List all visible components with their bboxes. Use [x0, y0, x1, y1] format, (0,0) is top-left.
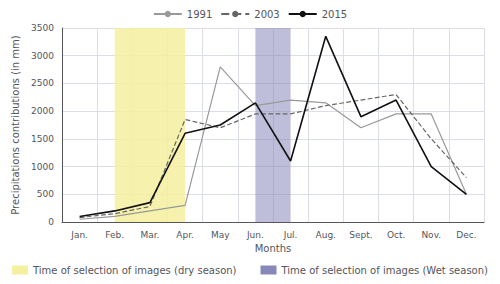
svg-text:500: 500	[37, 189, 54, 199]
svg-text:1991: 1991	[187, 9, 212, 20]
svg-text:2000: 2000	[31, 106, 54, 116]
svg-text:Jan.: Jan.	[70, 230, 88, 240]
svg-text:3500: 3500	[31, 23, 54, 33]
svg-text:0: 0	[48, 217, 54, 227]
svg-text:Mar.: Mar.	[140, 230, 159, 240]
svg-text:Dec.: Dec.	[456, 230, 476, 240]
svg-text:1500: 1500	[31, 134, 54, 144]
svg-text:3000: 3000	[31, 51, 54, 61]
svg-text:Apr.: Apr.	[176, 230, 194, 240]
svg-text:1000: 1000	[31, 162, 54, 172]
svg-text:Nov.: Nov.	[421, 230, 441, 240]
svg-text:Time of selection of images (d: Time of selection of images (dry season)	[32, 265, 237, 276]
svg-text:2015: 2015	[322, 9, 347, 20]
svg-text:2003: 2003	[254, 9, 279, 20]
svg-text:May: May	[211, 230, 230, 240]
svg-text:Months: Months	[255, 243, 292, 254]
svg-text:Time of selection of images (W: Time of selection of images (Wet season)	[281, 265, 489, 276]
svg-text:2500: 2500	[31, 78, 54, 88]
svg-text:Jul.: Jul.	[283, 230, 298, 240]
svg-text:Precipitations contributions (: Precipitations contributions (in mm)	[10, 35, 21, 215]
svg-text:Jun.: Jun.	[246, 230, 264, 240]
svg-text:Oct.: Oct.	[387, 230, 405, 240]
svg-text:Sept.: Sept.	[349, 230, 372, 240]
svg-text:Aug.: Aug.	[316, 230, 336, 240]
svg-text:Feb.: Feb.	[105, 230, 124, 240]
